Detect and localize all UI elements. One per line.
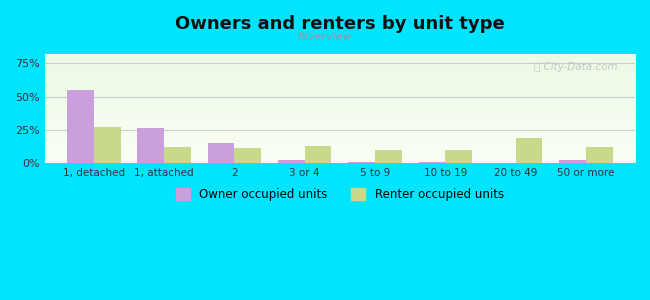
Bar [235, 148, 261, 163]
Bar [375, 150, 402, 163]
Bar [559, 160, 586, 163]
Bar [305, 146, 332, 163]
Bar [445, 150, 472, 163]
Bar [94, 127, 120, 163]
Title: Owners and renters by unit type: Owners and renters by unit type [175, 15, 504, 33]
Bar [278, 160, 305, 163]
Bar [67, 90, 94, 163]
Bar [137, 128, 164, 163]
Text: Riverview: Riverview [298, 32, 352, 43]
Bar [515, 138, 542, 163]
Legend: Owner occupied units, Renter occupied units: Owner occupied units, Renter occupied un… [171, 184, 509, 206]
Bar [207, 143, 235, 163]
Text: ⓘ City-Data.com: ⓘ City-Data.com [534, 61, 618, 72]
Bar [586, 147, 612, 163]
Bar [419, 162, 445, 163]
Bar [348, 162, 375, 163]
Bar [164, 147, 191, 163]
